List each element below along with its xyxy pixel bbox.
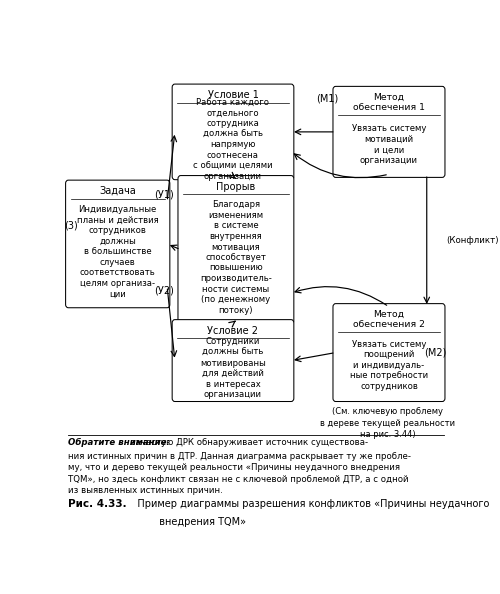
Text: Метод
обеспечения 2: Метод обеспечения 2 bbox=[353, 310, 425, 329]
FancyBboxPatch shape bbox=[172, 84, 294, 179]
FancyBboxPatch shape bbox=[333, 304, 445, 402]
Text: Увязать систему
мотиваций
и цели
организации: Увязать систему мотиваций и цели организ… bbox=[352, 124, 426, 165]
Text: ния истинных причин в ДТР. Данная диаграмма раскрывает ту же пробле-
му, что и д: ния истинных причин в ДТР. Данная диагра… bbox=[68, 452, 412, 495]
Text: (М2): (М2) bbox=[424, 347, 446, 358]
Text: Обратите внимание:: Обратите внимание: bbox=[68, 438, 170, 447]
Text: зачастую ДРК обнаруживает источник существова-: зачастую ДРК обнаруживает источник сущес… bbox=[128, 438, 368, 447]
Text: Благодаря
изменениям
в системе
внутренняя
мотивация
способствует
повышению
произ: Благодаря изменениям в системе внутрення… bbox=[200, 200, 272, 315]
Text: Рис. 4.33.: Рис. 4.33. bbox=[68, 499, 127, 509]
Text: Работа каждого
отдельного
сотрудника
должна быть
напрямую
соотнесена
с общими це: Работа каждого отдельного сотрудника дол… bbox=[193, 98, 273, 181]
FancyBboxPatch shape bbox=[66, 180, 170, 308]
Text: Метод
обеспечения 1: Метод обеспечения 1 bbox=[353, 93, 425, 112]
Text: Задача: Задача bbox=[100, 186, 136, 196]
FancyBboxPatch shape bbox=[333, 86, 445, 178]
Text: внедрения ТQМ»: внедрения ТQМ» bbox=[128, 517, 246, 527]
Text: (М1): (М1) bbox=[316, 94, 338, 104]
Text: Сотрудники
должны быть
мотивированы
для действий
в интересах
организации: Сотрудники должны быть мотивированы для … bbox=[200, 337, 266, 399]
Text: (У1): (У1) bbox=[154, 189, 174, 200]
Text: Условие 2: Условие 2 bbox=[208, 326, 258, 336]
Text: (Конфликт): (Конфликт) bbox=[446, 236, 498, 245]
Text: (У2): (У2) bbox=[154, 286, 174, 296]
Text: (3): (3) bbox=[64, 220, 78, 230]
Text: Индивидуальные
планы и действия
сотрудников
должны
в большинстве
случаев
соответ: Индивидуальные планы и действия сотрудни… bbox=[77, 205, 158, 298]
Text: (См. ключевую проблему
в дереве текущей реальности
на рис. 3.44): (См. ключевую проблему в дереве текущей … bbox=[320, 407, 456, 438]
FancyBboxPatch shape bbox=[178, 176, 294, 324]
Text: Пример диаграммы разрешения конфликтов «Причины неудачного: Пример диаграммы разрешения конфликтов «… bbox=[128, 499, 490, 509]
Text: Условие 1: Условие 1 bbox=[208, 90, 258, 100]
Text: Прорыв: Прорыв bbox=[216, 182, 256, 191]
FancyBboxPatch shape bbox=[172, 320, 294, 402]
Text: Увязать систему
поощрений
и индивидуаль-
ные потребности
сотрудников: Увязать систему поощрений и индивидуаль-… bbox=[350, 340, 428, 391]
